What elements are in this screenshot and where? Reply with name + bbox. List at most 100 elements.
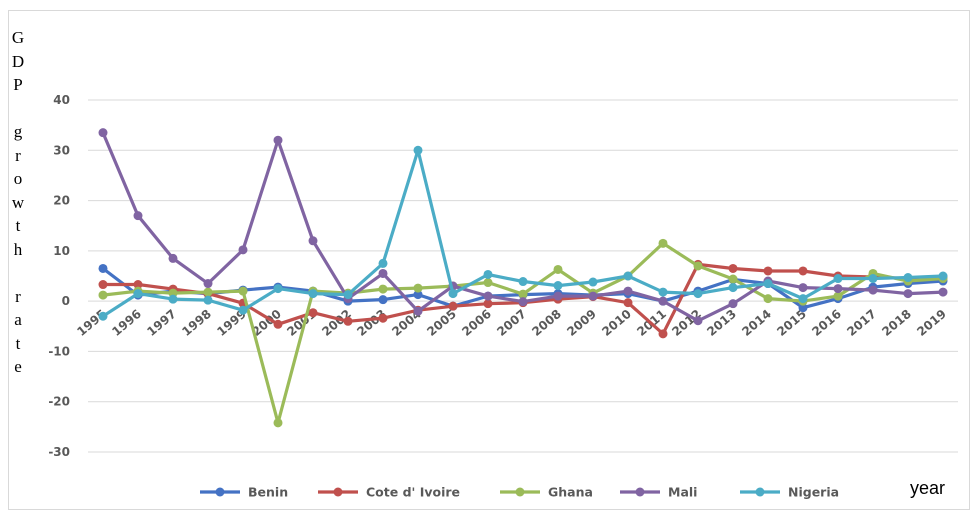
- legend: Benin Cote d' Ivoire Ghana Mali Nigeria: [200, 485, 839, 500]
- y-tick-label: 30: [53, 143, 70, 157]
- data-point: [98, 290, 108, 300]
- data-point: [273, 319, 283, 329]
- data-point: [693, 316, 703, 326]
- data-point: [133, 211, 143, 221]
- legend-label: Benin: [248, 485, 288, 500]
- legend-label: Nigeria: [788, 485, 839, 500]
- data-point: [728, 274, 738, 284]
- data-point: [938, 287, 948, 297]
- y-axis-label: G D P g r o w t h r a t e: [11, 28, 25, 376]
- data-point: [273, 135, 283, 145]
- legend-label: Ghana: [548, 485, 593, 500]
- data-point: [378, 268, 388, 278]
- data-point: [98, 311, 108, 321]
- x-tick-label: 2016: [809, 307, 844, 339]
- data-point: [308, 289, 318, 299]
- data-point: [168, 253, 178, 263]
- data-point: [203, 295, 213, 305]
- x-tick-label: 2003: [354, 307, 389, 339]
- data-point: [693, 289, 703, 299]
- data-point: [623, 271, 633, 281]
- x-tick-label: 2010: [599, 307, 634, 339]
- series-lines: [98, 128, 948, 428]
- data-point: [693, 261, 703, 271]
- x-tick-label: 2009: [564, 307, 599, 339]
- data-point: [378, 284, 388, 294]
- data-point: [588, 291, 598, 301]
- data-point: [833, 274, 843, 284]
- data-point: [728, 299, 738, 309]
- data-point: [868, 285, 878, 295]
- data-point: [98, 263, 108, 273]
- data-point: [518, 277, 528, 287]
- legend-item: Ghana: [500, 485, 593, 500]
- legend-label: Cote d' Ivoire: [366, 485, 460, 500]
- data-point: [343, 316, 353, 326]
- data-point: [483, 278, 493, 288]
- data-point: [798, 266, 808, 276]
- x-tick-label: 2005: [424, 307, 459, 339]
- y-tick-label: 40: [53, 93, 70, 107]
- data-point: [623, 286, 633, 296]
- data-point: [588, 277, 598, 287]
- data-point: [203, 287, 213, 297]
- y-tick-label: 0: [62, 294, 70, 308]
- data-point: [518, 289, 528, 299]
- data-point: [903, 273, 913, 283]
- data-point: [938, 271, 948, 281]
- data-point: [378, 295, 388, 305]
- data-point: [483, 291, 493, 301]
- data-point: [98, 128, 108, 138]
- x-tick-label: 2014: [739, 307, 774, 339]
- data-point: [413, 283, 423, 293]
- x-tick-label: 2008: [529, 307, 564, 339]
- data-point: [483, 299, 493, 309]
- y-tick-label: -30: [48, 445, 70, 459]
- legend-item: Benin: [200, 485, 288, 500]
- y-tick-label: -20: [48, 395, 70, 409]
- chart-frame: [8, 10, 970, 510]
- data-point: [553, 291, 563, 301]
- x-tick-label: 2007: [494, 307, 529, 339]
- legend-swatch-marker: [333, 487, 343, 497]
- y-tick-label: -10: [48, 344, 70, 358]
- data-point: [728, 283, 738, 293]
- legend-swatch-marker: [635, 487, 645, 497]
- data-point: [798, 283, 808, 293]
- data-point: [238, 286, 248, 296]
- data-point: [133, 280, 143, 290]
- data-point: [413, 145, 423, 155]
- data-point: [518, 297, 528, 307]
- data-point: [273, 418, 283, 428]
- x-tick-label: 2019: [914, 307, 949, 339]
- data-point: [763, 279, 773, 289]
- x-tick-label: 1995: [74, 307, 109, 339]
- data-point: [378, 313, 388, 323]
- data-point: [238, 245, 248, 255]
- x-tick-labels: 1995 1996 1997 1998 1999 2000 2001 2002 2003 2004…: [74, 307, 949, 339]
- legend-swatch-marker: [755, 487, 765, 497]
- data-point: [238, 305, 248, 315]
- data-point: [308, 236, 318, 246]
- x-tick-label: 1998: [179, 307, 214, 339]
- data-point: [273, 284, 283, 294]
- data-point: [728, 263, 738, 273]
- data-point: [133, 289, 143, 299]
- data-point: [168, 294, 178, 304]
- data-point: [658, 296, 668, 306]
- x-tick-label: 2018: [879, 307, 914, 339]
- data-point: [798, 294, 808, 304]
- data-point: [763, 294, 773, 304]
- y-tick-label: 20: [53, 194, 70, 208]
- data-point: [658, 287, 668, 297]
- data-point: [378, 258, 388, 268]
- data-point: [868, 274, 878, 284]
- data-point: [203, 279, 213, 289]
- legend-item: Cote d' Ivoire: [318, 485, 460, 500]
- x-tick-label: 1997: [144, 307, 179, 339]
- data-point: [658, 238, 668, 248]
- data-point: [833, 284, 843, 294]
- x-tick-label: 2006: [459, 307, 494, 339]
- x-axis-label: year: [910, 478, 946, 498]
